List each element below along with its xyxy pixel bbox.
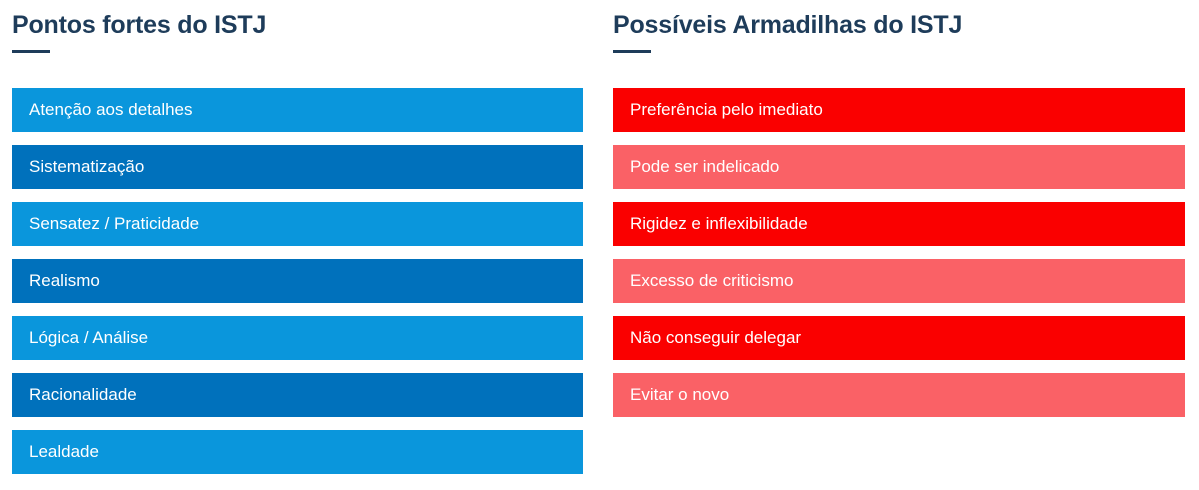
trait-bar: Preferência pelo imediato (613, 88, 1185, 132)
pitfalls-title: Possíveis Armadilhas do ISTJ (613, 11, 963, 39)
trait-bar: Pode ser indelicado (613, 145, 1185, 189)
trait-bar: Realismo (12, 259, 583, 303)
pitfalls-column: Possíveis Armadilhas do ISTJ Preferência… (613, 10, 1185, 490)
trait-bar: Excesso de criticismo (613, 259, 1185, 303)
trait-bar: Racionalidade (12, 373, 583, 417)
trait-bar: Atenção aos detalhes (12, 88, 583, 132)
strengths-list: Atenção aos detalhes Sistematização Sensat… (12, 88, 583, 487)
strengths-title-underline (12, 50, 50, 53)
strengths-column: Pontos fortes do ISTJ Atenção aos detalh… (12, 10, 583, 490)
trait-bar: Lealdade (12, 430, 583, 474)
pitfalls-list: Preferência pelo imediato Pode ser indeli… (613, 88, 1185, 430)
strengths-title: Pontos fortes do ISTJ (12, 11, 267, 39)
trait-bar: Rigidez e inflexibilidade (613, 202, 1185, 246)
trait-bar: Sensatez / Praticidade (12, 202, 583, 246)
trait-bar: Lógica / Análise (12, 316, 583, 360)
trait-bar: Sistematização (12, 145, 583, 189)
trait-bar: Evitar o novo (613, 373, 1185, 417)
pitfalls-title-underline (613, 50, 651, 53)
trait-bar: Não conseguir delegar (613, 316, 1185, 360)
